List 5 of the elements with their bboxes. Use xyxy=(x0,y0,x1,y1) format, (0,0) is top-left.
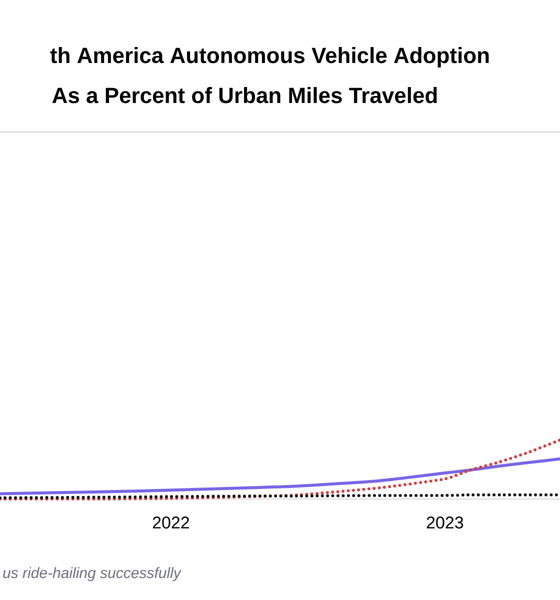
x-tick-label: 2022 xyxy=(152,516,189,529)
text: us ride-hailing successfully xyxy=(3,567,182,582)
x-tick-label: 2023 xyxy=(426,516,464,529)
chart-title: th America Autonomous Vehicle Adoption xyxy=(50,47,489,68)
chart-subtitle: As a Percent of Urban Miles Traveled xyxy=(52,87,437,104)
